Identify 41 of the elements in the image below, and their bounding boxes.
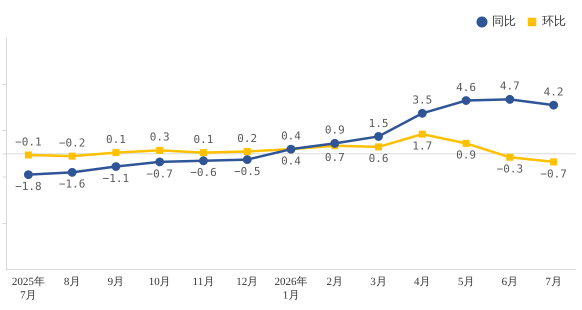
x-tick-label: 7月 xyxy=(545,276,562,288)
x-tick-label: 10月 xyxy=(148,276,171,288)
data-label: 4.6 xyxy=(456,80,476,94)
data-label: 1.5 xyxy=(368,116,388,130)
data-label: −0.3 xyxy=(496,162,524,176)
x-tick-label: 2025年7月 xyxy=(12,276,45,302)
data-label: 0.6 xyxy=(368,152,388,166)
x-tick-label: 11月 xyxy=(192,276,214,288)
data-label: 0.4 xyxy=(281,130,302,143)
legend-label: 同比 xyxy=(492,14,516,28)
x-tick-label: 6月 xyxy=(502,276,518,288)
legend-label: 环比 xyxy=(542,14,566,28)
x-tick-label: 5月 xyxy=(458,276,474,288)
data-label: −0.1 xyxy=(15,135,42,148)
x-tick-label: 3月 xyxy=(370,276,387,288)
data-label: 0.1 xyxy=(194,133,214,146)
x-tick-label: 2026年1月 xyxy=(274,276,308,302)
data-label: 0.1 xyxy=(106,133,126,146)
data-label: 0.3 xyxy=(150,130,170,144)
data-label: 4.7 xyxy=(500,80,520,93)
data-label: 0.9 xyxy=(456,148,476,162)
x-tick-label: 9月 xyxy=(108,276,124,288)
data-label: −0.5 xyxy=(234,164,260,178)
data-label: −1.6 xyxy=(58,178,86,191)
data-label: 0.4 xyxy=(281,154,302,168)
data-label: 0.7 xyxy=(324,151,345,164)
data-label: 1.7 xyxy=(412,139,432,152)
data-label: −0.6 xyxy=(190,166,217,180)
data-label: −0.7 xyxy=(146,167,173,180)
data-label: −1.8 xyxy=(15,180,42,194)
data-label: 0.2 xyxy=(237,132,258,145)
x-tick-label: 4月 xyxy=(414,276,431,288)
x-tick-label: 12月 xyxy=(236,276,258,288)
data-label: −1.1 xyxy=(102,172,130,185)
data-label: −0.7 xyxy=(540,167,567,180)
data-label: 0.9 xyxy=(324,124,345,137)
x-tick-label: 8月 xyxy=(64,276,80,288)
x-tick-label: 2月 xyxy=(326,276,344,288)
data-label: −0.2 xyxy=(58,136,86,150)
data-label: 4.2 xyxy=(544,86,564,99)
data-label: 3.5 xyxy=(412,94,432,107)
